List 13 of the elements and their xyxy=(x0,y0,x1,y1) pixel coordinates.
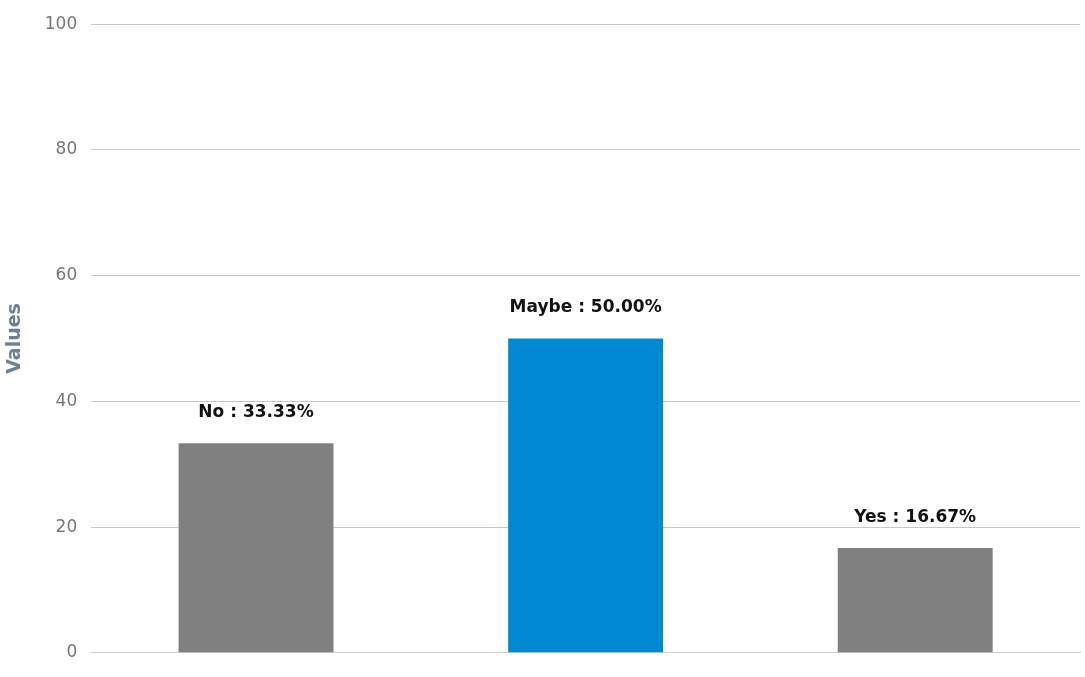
y-tick-label: 20 xyxy=(55,515,78,536)
y-tick-label: 40 xyxy=(55,389,78,410)
bar xyxy=(178,443,334,653)
y-tick-label: 60 xyxy=(55,264,78,285)
y-tick-label: 100 xyxy=(44,12,78,33)
y-axis-title: Values xyxy=(2,303,25,374)
y-tick-label: 80 xyxy=(55,138,78,159)
data-label: Maybe : 50.00% xyxy=(509,296,662,317)
bar xyxy=(508,338,664,653)
y-tick-label: 0 xyxy=(66,641,78,662)
data-label: Yes : 16.67% xyxy=(853,505,977,526)
bar xyxy=(837,548,993,653)
data-label: No : 33.33% xyxy=(198,401,314,422)
